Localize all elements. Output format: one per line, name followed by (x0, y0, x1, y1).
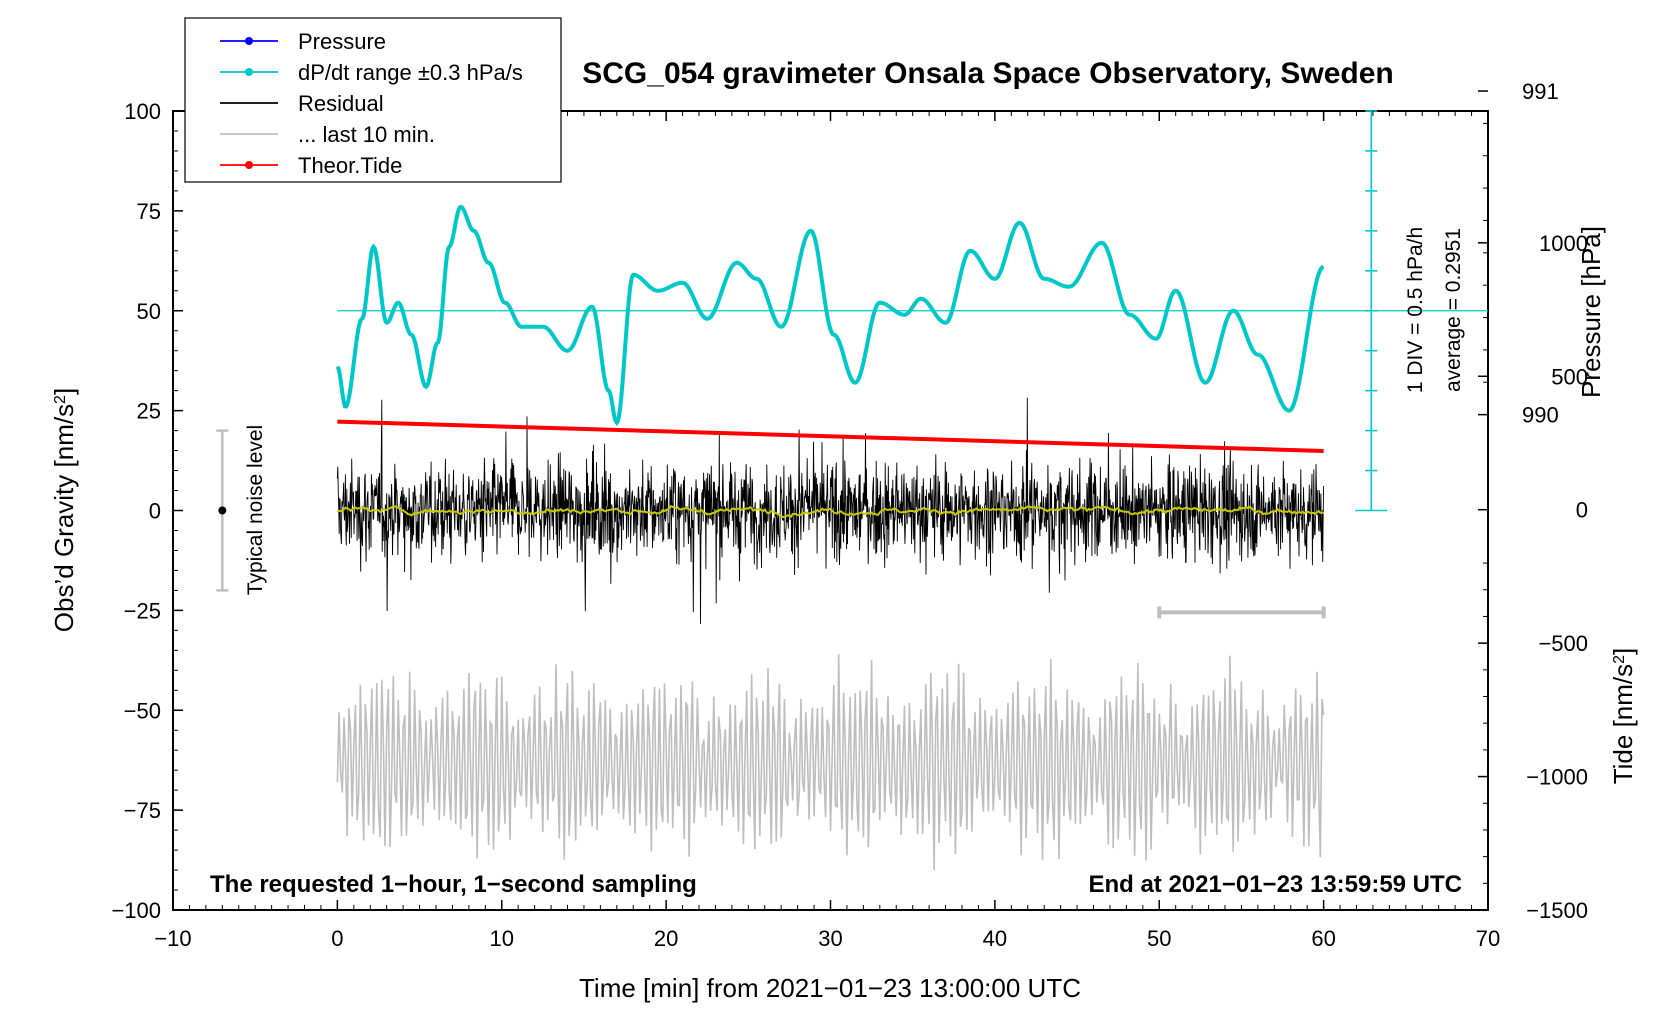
chart-title: SCG_054 gravimeter Onsala Space Observat… (582, 57, 1394, 90)
tide-tick-label: −1500 (1526, 898, 1588, 923)
annotation-sampling: The requested 1−hour, 1−second sampling (210, 871, 697, 898)
legend-marker (245, 68, 253, 76)
legend: Pressure dP/dt range ±0.3 hPa/s Residual..… (184, 17, 562, 183)
last10-series (336, 653, 1325, 871)
pressure-tick-label: 991 (1522, 79, 1559, 104)
y-tick-label: −50 (124, 698, 161, 723)
dpdt-series (335, 204, 1488, 426)
last10-bracket (1157, 606, 1326, 619)
y-axis-left: 100 75 50 25 0 −25 −50 −75 −100 (111, 99, 183, 923)
x-tick-label: 20 (654, 926, 678, 951)
x-tick-label: 70 (1476, 926, 1500, 951)
tide-tick-label: 0 (1576, 498, 1588, 523)
y-tick-label: 100 (124, 99, 161, 124)
x-tick-label: 50 (1147, 926, 1171, 951)
x-tick-label: −10 (154, 926, 191, 951)
annotation-div: 1 DIV = 0.5 hPa/h (1404, 227, 1427, 393)
tide-axis-label: Tide [nm/s2] (1608, 648, 1638, 785)
annotation-average: average = 0.2951 (1442, 228, 1465, 392)
tide-line (337, 419, 1324, 453)
tide-axis: 1000 500 0 −500 −1000 −1500 (1478, 231, 1588, 923)
residual-smooth-line (336, 504, 1325, 519)
annotation-noise: Typical noise level (244, 425, 267, 595)
x-axis: −10 0 10 20 30 40 50 60 70 (154, 111, 1500, 951)
legend-label: dP/dt range ±0.3 hPa/s (298, 60, 523, 85)
last10-line (336, 653, 1325, 871)
tide-tick-label: −500 (1538, 631, 1588, 656)
y-tick-label: 75 (137, 199, 161, 224)
residual-series (336, 397, 1325, 624)
x-tick-label: 10 (490, 926, 514, 951)
y-tick-label: 25 (137, 399, 161, 424)
pressure-tick-label: 990 (1522, 403, 1559, 428)
tide-tick-label: 500 (1551, 364, 1588, 389)
y-tick-label: −100 (111, 898, 161, 923)
y-axis-label: Obs’d Gravity [nm/s2] (49, 388, 79, 632)
y-tick-label: −25 (124, 598, 161, 623)
noise-level-bar (216, 429, 229, 592)
legend-box (184, 17, 562, 183)
noise-bar-dot (218, 506, 227, 515)
pressure-axis: 993992991990 (1478, 79, 1559, 428)
residual-line (336, 397, 1325, 624)
legend-marker (245, 37, 253, 45)
y-tick-label: 50 (137, 299, 161, 324)
legend-label: Pressure (298, 29, 386, 54)
dpdt-line (335, 204, 1325, 426)
x-tick-label: 60 (1311, 926, 1335, 951)
tide-tick-label: 1000 (1539, 231, 1588, 256)
legend-label: Residual (298, 91, 384, 116)
tide-tick-label: −1000 (1526, 765, 1588, 790)
y-tick-label: 0 (149, 499, 161, 524)
x-axis-label: Time [min] from 2021−01−23 13:00:00 UTC (579, 973, 1081, 1003)
legend-label: ... last 10 min. (298, 122, 435, 147)
theor-tide-series (337, 419, 1324, 453)
pressure-axis-label: Pressure [hPa] (1576, 226, 1606, 398)
y-tick-label: −75 (124, 798, 161, 823)
x-tick-label: 40 (983, 926, 1007, 951)
residual-smooth-series (336, 504, 1325, 519)
x-tick-label: 0 (331, 926, 343, 951)
dpdt-scale-bar (1355, 110, 1388, 512)
x-tick-label: 30 (818, 926, 842, 951)
legend-marker (245, 161, 253, 169)
legend-label: Theor.Tide (298, 153, 402, 178)
annotation-end-time: End at 2021−01−23 13:59:59 UTC (1088, 871, 1462, 898)
